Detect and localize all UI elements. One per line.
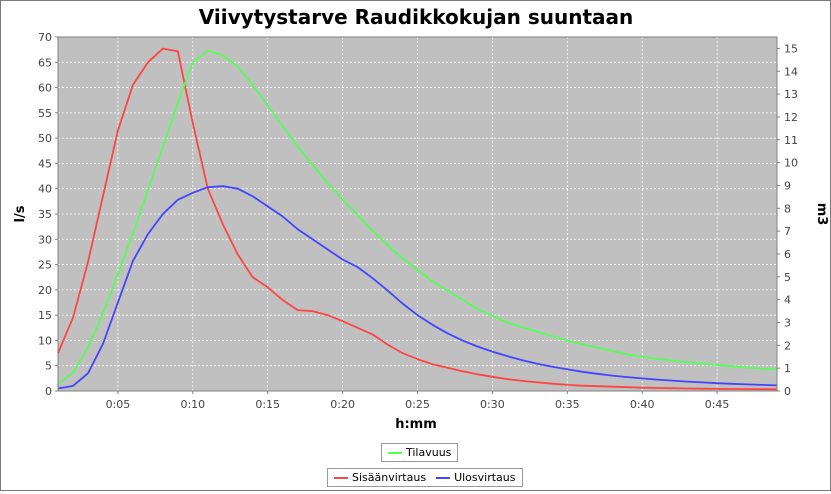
series-line-ulosvirtaus (57, 185, 778, 390)
y-right-tick-label: 5 (784, 271, 791, 284)
legend-top: Tilavuus (381, 443, 459, 462)
y-left-tick-label: 50 (38, 132, 52, 145)
x-tick-label: 0:10 (180, 398, 205, 411)
y-right-tick-label: 8 (784, 202, 791, 215)
y-left-tick-label: 0 (45, 385, 52, 398)
y-left-tick-label: 40 (38, 183, 52, 196)
y-left-tick-label: 60 (38, 82, 52, 95)
legend-label-sisaanvirtaus: Sisäänvirtaus (352, 471, 427, 484)
y-left-tick-label: 15 (38, 309, 52, 322)
left-axis: 0 5 10 15 20 25 30 35 40 45 50 55 60 65 70 (38, 31, 58, 398)
legend-item-sisaanvirtaus: Sisäänvirtaus (334, 471, 426, 484)
y-left-tick-label: 25 (38, 259, 52, 272)
x-tick-label: 0:45 (705, 398, 730, 411)
y-right-tick-label: 10 (784, 157, 798, 170)
y-right-tick-label: 3 (784, 316, 791, 329)
y-right-tick-label: 2 (784, 339, 791, 352)
y-axis-label-left: l/s (13, 205, 28, 222)
x-tick-label: 0:05 (106, 398, 131, 411)
y-left-tick-label: 10 (38, 334, 52, 347)
x-tick-label: 0:15 (255, 398, 280, 411)
x-tick-label: 0:35 (555, 398, 580, 411)
legend-swatch-sisaanvirtaus (334, 476, 348, 479)
x-tick-label: 0:40 (630, 398, 655, 411)
legend-label-ulosvirtaus: Ulosvirtaus (454, 471, 516, 484)
series-layer (57, 47, 778, 391)
x-tick-label: 0:20 (330, 398, 355, 411)
y-right-tick-label: 15 (784, 42, 798, 55)
y-left-tick-label: 65 (38, 56, 52, 69)
y-left-tick-label: 35 (38, 208, 52, 221)
y-left-tick-label: 30 (38, 233, 52, 246)
y-right-tick-label: 0 (784, 385, 791, 398)
x-tick-label: 0:25 (405, 398, 430, 411)
y-left-tick-label: 45 (38, 157, 52, 170)
legend-swatch-tilavuus (388, 451, 402, 454)
y-right-tick-label: 6 (784, 248, 791, 261)
y-right-tick-label: 7 (784, 225, 791, 238)
chart-title: Viivytystarve Raudikkokujan suuntaan (199, 5, 634, 29)
legend-item-ulosvirtaus: Ulosvirtaus (436, 471, 516, 484)
y-right-tick-label: 14 (784, 65, 798, 78)
y-right-tick-label: 1 (784, 362, 791, 375)
grid-lines (58, 37, 777, 391)
y-right-tick-label: 9 (784, 179, 791, 192)
y-left-tick-label: 55 (38, 107, 52, 120)
y-left-tick-label: 20 (38, 284, 52, 297)
y-left-tick-label: 5 (45, 360, 52, 373)
y-right-tick-label: 4 (784, 294, 791, 307)
y-axis-label-right: m3 (814, 203, 829, 226)
series-line-tilavuus (57, 49, 778, 385)
y-right-tick-label: 11 (784, 134, 798, 147)
x-axis: 0:05 0:10 0:15 0:20 0:25 0:30 0:35 0:40 0:45 (106, 391, 730, 411)
legend-item-tilavuus: Tilavuus (388, 446, 451, 459)
series-line-sis-nvirtaus (57, 47, 778, 391)
legend-bottom: Sisäänvirtaus Ulosvirtaus (327, 468, 523, 487)
y-right-tick-label: 12 (784, 111, 798, 124)
x-tick-label: 0:30 (480, 398, 505, 411)
y-left-tick-label: 70 (38, 31, 52, 44)
legend-label-tilavuus: Tilavuus (406, 446, 452, 459)
y-right-tick-label: 13 (784, 88, 798, 101)
x-axis-label: h:mm (395, 417, 437, 432)
legend-swatch-ulosvirtaus (436, 476, 451, 479)
